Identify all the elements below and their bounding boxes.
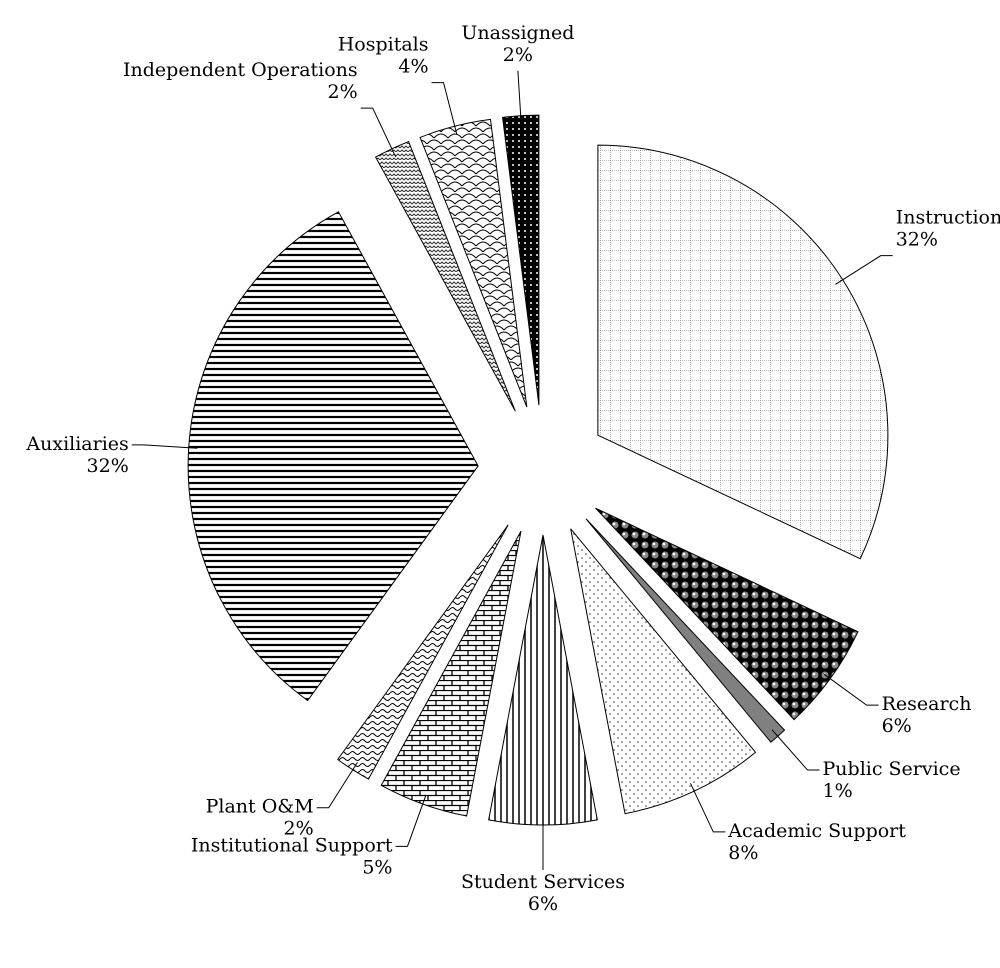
leader-line xyxy=(822,673,879,706)
slice-value-label: 2% xyxy=(503,44,533,66)
slice-value-label: 6% xyxy=(528,893,558,915)
slice-label: Plant O&M xyxy=(206,796,314,818)
leader-line xyxy=(689,783,726,833)
slice-label: Independent Operations xyxy=(123,59,358,81)
slice-value-label: 6% xyxy=(882,715,912,737)
slice-label: Unassigned xyxy=(461,22,574,44)
slice-value-label: 2% xyxy=(284,818,314,840)
leader-line xyxy=(517,70,522,125)
slice-label: Student Services xyxy=(461,871,625,893)
slice-value-label: 8% xyxy=(728,842,758,864)
leader-line xyxy=(835,255,893,285)
slice-value-label: 2% xyxy=(328,81,358,103)
leader-line xyxy=(395,795,427,847)
slice-value-label: 32% xyxy=(87,455,129,477)
slice-label: Academic Support xyxy=(727,820,906,842)
slice-label: Institutional Support xyxy=(191,834,393,856)
slice-value-label: 1% xyxy=(823,780,853,802)
slice-label: Research xyxy=(882,693,972,715)
slice-value-label: 32% xyxy=(896,229,938,251)
slice-label: Public Service xyxy=(823,758,961,780)
slice-value-label: 4% xyxy=(398,56,428,78)
leader-line xyxy=(131,444,198,449)
slice-label: Hospitals xyxy=(338,34,429,56)
slice-label: Auxiliaries xyxy=(25,433,128,455)
slice-label: Instruction xyxy=(896,207,1000,229)
leader-line xyxy=(316,762,358,809)
leader-line xyxy=(431,82,458,135)
slice-value-label: 5% xyxy=(362,856,392,878)
leader-line xyxy=(360,107,397,157)
leader-line xyxy=(771,729,820,771)
pie-slice xyxy=(597,144,889,560)
